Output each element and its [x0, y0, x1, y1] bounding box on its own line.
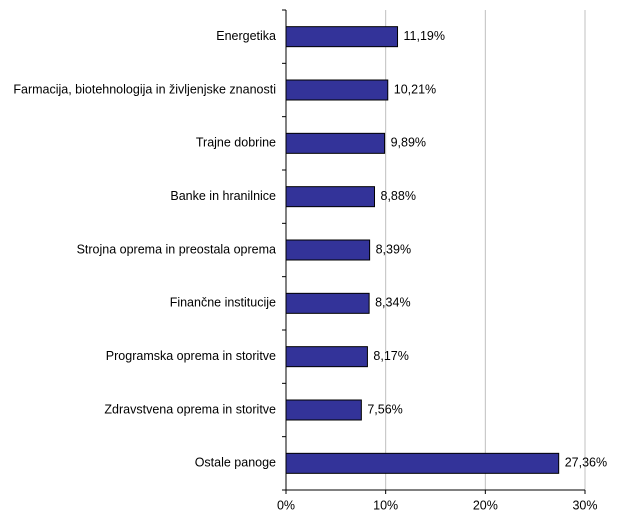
bar: [285, 186, 376, 208]
value-label: 7,56%: [367, 402, 402, 416]
y-tick-label: Finančne institucije: [170, 296, 276, 310]
bar: [285, 399, 362, 421]
x-tick-label: 10%: [373, 498, 398, 512]
y-tick-label: Farmacija, biotehnologija in življenjske…: [13, 82, 276, 96]
x-tick-label: 20%: [473, 498, 498, 512]
value-label: 8,34%: [375, 296, 410, 310]
y-tick-label: Banke in hranilnice: [170, 189, 276, 203]
bar: [285, 346, 368, 368]
bar: [285, 292, 370, 314]
value-label: 8,39%: [376, 242, 411, 256]
bar: [285, 132, 386, 154]
x-tick-label: 30%: [572, 498, 597, 512]
value-label: 10,21%: [394, 82, 436, 96]
value-label: 8,17%: [373, 349, 408, 363]
value-label: 27,36%: [565, 456, 607, 470]
y-tick-label: Strojna oprema in preostala oprema: [77, 242, 276, 256]
x-tick-label: 0%: [277, 498, 295, 512]
bar: [285, 79, 389, 101]
y-tick-label: Ostale panoge: [195, 456, 276, 470]
y-tick-label: Trajne dobrine: [196, 136, 276, 150]
value-label: 8,88%: [381, 189, 416, 203]
bar: [285, 239, 371, 261]
bar: [285, 452, 560, 474]
value-label: 11,19%: [404, 29, 445, 43]
value-label: 9,89%: [391, 136, 426, 150]
y-tick-label: Energetika: [216, 29, 276, 43]
y-tick-label: Programska oprema in storitve: [106, 349, 276, 363]
bar: [285, 26, 399, 48]
y-tick-label: Zdravstvena oprema in storitve: [104, 402, 276, 416]
